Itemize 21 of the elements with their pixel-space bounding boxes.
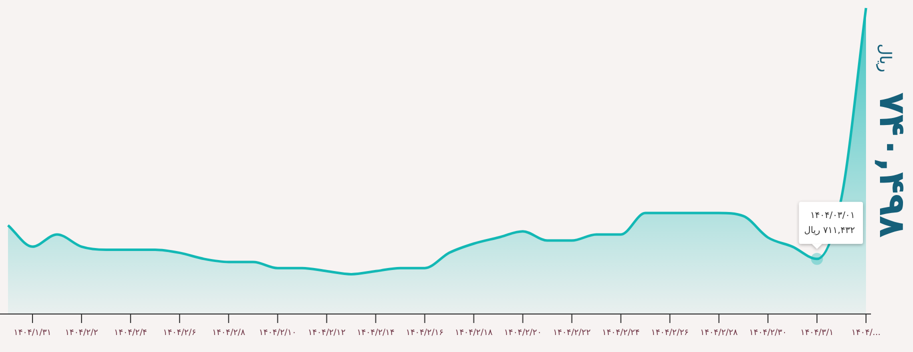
x-tick-label: ۱۴۰۴/۲/۲۰ [504,328,542,338]
x-tick-label: ۱۴۰۴/... [851,328,881,338]
x-tick-label: ۱۴۰۴/۲/۴ [114,328,148,338]
x-tick-label: ۱۴۰۴/۲/۱۰ [258,328,296,338]
x-tick-label: ۱۴۰۴/۲/۲۶ [651,328,689,338]
x-tick-label: ۱۴۰۴/۲/۲۴ [602,328,640,338]
x-tick-label: ۱۴۰۴/۲/۶ [163,328,196,338]
annotation: ۱۴۰۴/۰۳/۰۱ ۷۱۱,۴۳۲ ریال [804,210,856,236]
text: ریال [876,44,895,72]
x-tick-label: ۱۴۰۴/۲/۳۰ [749,328,787,338]
x-tick-label: ۱۴۰۴/۲/۱۶ [406,328,444,338]
x-tick-label: ۱۴۰۴/۲/۲ [64,328,99,338]
x-tick-label: ۱۴۰۴/۲/۸ [212,328,246,338]
x-tick-label: ۱۴۰۴/۱/۳۱ [14,328,52,338]
x-tick-label: ۱۴۰۴/۲/۱۲ [308,328,346,338]
x-tick-label: ۱۴۰۴/۲/۱۸ [454,328,494,338]
x-tick-label: ۱۴۰۴/۲/۲۲ [552,328,592,338]
x-tick-label: ۱۴۰۴/۲/۲۸ [700,328,738,338]
annotation: ۷۴۰,۴۹۸ [871,92,912,238]
x-tick-label: ۱۴۰۴/۳/۱ [800,328,834,338]
x-tick-label: ۱۴۰۴/۲/۱۴ [356,328,395,338]
